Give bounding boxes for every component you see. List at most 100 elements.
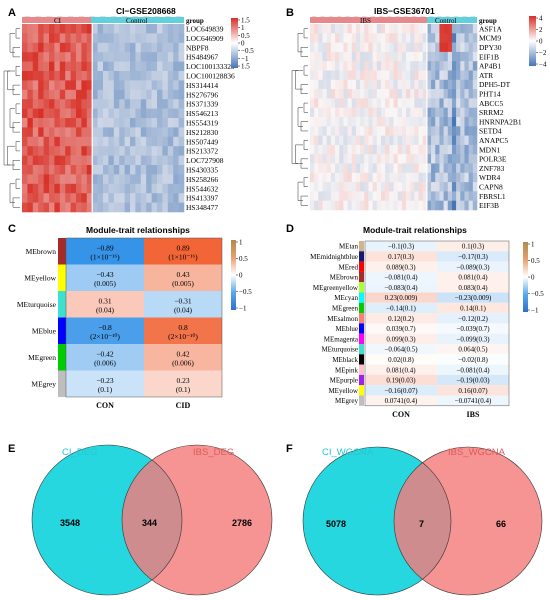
module-label: MEturquoise (17, 300, 57, 309)
gene-label: HS554319 (186, 119, 218, 128)
module-label: MEgrey (335, 397, 358, 405)
correlation-p-value: −0.23(0.009) (455, 294, 492, 302)
module-label: MEpurple (330, 377, 358, 385)
correlation-p-value: 0.099(0.3) (386, 335, 416, 343)
heatmap-cell (365, 251, 437, 262)
module-label: MEblue (32, 326, 57, 335)
gene-label: CAPN8 (479, 183, 503, 192)
correlation-value: −0.42 (96, 349, 114, 358)
module-color-swatch (58, 317, 66, 344)
panel-a-letter: A (8, 7, 16, 19)
gene-label: WDR4 (479, 173, 500, 182)
module-label: MEyellow (24, 273, 56, 282)
trait-label: CON (96, 401, 114, 410)
colorbar-tick-label: −1 (239, 305, 247, 313)
heatmap-cell (365, 313, 437, 324)
heatmap-cell (437, 313, 509, 324)
panel-c-heatmap: MEbrown −0.89(1×10⁻¹⁶)0.89(1×10⁻¹⁶)MEyell… (17, 237, 223, 410)
module-color-swatch (359, 385, 364, 396)
panel-c-colorbar (231, 240, 236, 310)
module-color-swatch (359, 261, 364, 272)
gene-label: HS507449 (186, 137, 218, 146)
panel-a-gene-labels: LOC649839LOC646909NBPF8HS484967LOC100133… (186, 25, 235, 213)
correlation-p-value: 0.12(0.2) (388, 315, 414, 323)
heatmap-cell (437, 271, 509, 283)
p-value: (0.04) (96, 305, 115, 314)
panel-a: A CI−GSE208668 CI Control group LOC64983… (3, 6, 254, 213)
correlation-value: 0.89 (176, 243, 189, 252)
gene-label: NBPF8 (186, 43, 209, 52)
panel-e-left-label: CI_DEG (62, 447, 97, 458)
colorbar-tick-label: 1.5 (241, 63, 250, 71)
gene-label: FBRSL1 (479, 192, 506, 201)
correlation-p-value: −0.1(0.3) (388, 243, 415, 251)
correlation-p-value: −0.0741(0.4) (455, 397, 492, 405)
correlation-p-value: −0.17(0.3) (458, 253, 488, 261)
p-value: (1×10⁻¹⁶) (90, 252, 120, 261)
panel-d: D Module-trait relationships MEtan −0.1(0… (286, 223, 544, 419)
correlation-value: −0.43 (96, 270, 114, 279)
module-color-swatch (359, 323, 364, 334)
heatmap-cell (365, 333, 437, 344)
module-color-swatch (359, 302, 364, 314)
panel-b-group-control: Control (435, 17, 456, 25)
heatmap-cell (144, 317, 222, 344)
heatmap-cell (365, 364, 437, 375)
heatmap-cell (144, 344, 222, 371)
colorbar-tick-label: −1 (531, 307, 539, 315)
heatmap-cell (144, 370, 222, 397)
panel-b-colorbar (529, 16, 536, 66)
panel-b-letter: B (286, 7, 294, 19)
gene-label: POLR3E (479, 155, 507, 164)
heatmap-cell (66, 370, 144, 397)
panel-d-heatmap: MEtan −0.1(0.3) 0.1(0.3) MEmidnightblue 0.17… (310, 240, 510, 419)
module-label: MEgrey (31, 379, 56, 388)
panel-e-right-label: IBS_DEG (193, 447, 234, 458)
p-value: (0.04) (174, 305, 193, 314)
heatmap-cell (437, 251, 509, 262)
colorbar-tick-label: −4 (539, 61, 547, 69)
heatmap-cell (437, 354, 509, 365)
correlation-value: 0.23 (176, 376, 189, 385)
panel-b-group-ibs: IBS (360, 17, 371, 25)
panel-f-left-count: 5078 (326, 519, 346, 529)
gene-label: ASF1A (479, 24, 503, 33)
heatmap-cell (365, 302, 437, 314)
module-color-swatch (359, 344, 364, 355)
gene-label: PHT14 (479, 90, 501, 99)
heatmap-cell (437, 241, 509, 252)
heatmap-cell (144, 264, 222, 291)
panel-e-letter: E (8, 443, 15, 455)
heatmap-cell (365, 344, 437, 355)
heatmap-cell (437, 374, 509, 386)
correlation-p-value: −0.089(0.3) (456, 263, 490, 271)
correlation-p-value: −0.064(0.5) (384, 346, 418, 354)
gene-label: HNRNPA2B1 (479, 117, 522, 126)
correlation-p-value: 0.19(0.03) (386, 377, 416, 385)
gene-label: HS544632 (186, 184, 218, 193)
module-color-swatch (359, 364, 364, 375)
heatmap-cell (437, 261, 509, 272)
panel-e: E CI_DEG IBS_DEG 3548 344 2786 (8, 443, 273, 596)
gene-label: EIF1B (479, 52, 499, 61)
correlation-p-value: 0.1(0.3) (462, 243, 485, 251)
panel-a-ci-bar (22, 17, 91, 23)
heatmap-cell (365, 292, 437, 303)
colorbar-tick-label: 0.5 (239, 255, 248, 263)
module-color-swatch (359, 251, 364, 262)
module-color-swatch (58, 370, 66, 397)
correlation-p-value: −0.02(0.8) (458, 356, 488, 364)
panel-b: B IBS−GSE36701 IBS Control group ASF1AMC… (286, 6, 547, 211)
gene-label: ZNF783 (479, 164, 505, 173)
panel-b-title: IBS−GSE36701 (374, 6, 435, 16)
correlation-p-value: 0.089(0.3) (386, 263, 416, 271)
gene-label: AP4B1 (479, 62, 501, 71)
panel-b-heatmap (310, 24, 478, 211)
module-label: MEgreen (28, 353, 56, 362)
module-label: MEgreen (332, 304, 359, 312)
panel-a-group-control: Control (126, 17, 147, 25)
gene-label: EIF3B (479, 201, 499, 210)
gene-label: HS413397 (186, 194, 218, 203)
panel-f-left-label: CI_WGCNA (322, 447, 374, 458)
panel-a-control-bar (91, 17, 184, 23)
